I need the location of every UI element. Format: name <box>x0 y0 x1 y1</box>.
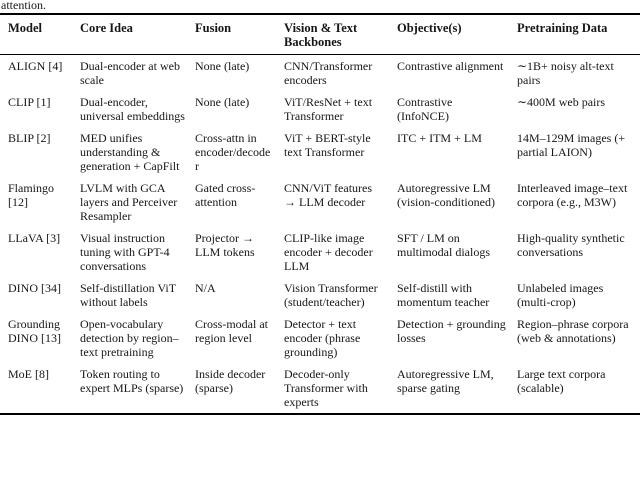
header-fusion: Fusion <box>195 14 284 55</box>
table-row-clip: CLIP [1] Dual-encoder, universal embeddi… <box>0 91 640 127</box>
cell-model: DINO [34] <box>8 281 61 295</box>
cell-core-idea: Dual-encoder at web scale <box>80 59 180 87</box>
cell-model: LLaVA [3] <box>8 231 61 245</box>
cell-backbones: Decoder-only Transformer with experts <box>284 367 368 409</box>
header-objectives: Objective(s) <box>397 14 517 55</box>
cell-core-idea: Self-distillation ViT without labels <box>80 281 176 309</box>
cell-objectives: Contrastive alignment <box>397 59 504 73</box>
cell-backbones: ViT/ResNet + text Transformer <box>284 95 373 123</box>
cell-objectives: Self-distill with momentum teacher <box>397 281 490 309</box>
cell-pretraining-data: Unlabeled images (multi-crop) <box>517 281 604 309</box>
cell-backbones: Detector + text encoder (phrase groundin… <box>284 317 361 359</box>
cell-fusion: None (late) <box>195 95 250 109</box>
header-pretraining-data: Pretraining Data <box>517 14 640 55</box>
cell-pretraining-data: 14M–129M images (+ partial LAION) <box>517 131 626 159</box>
cell-backbones: CNN/ViT features → LLM decoder <box>284 181 373 209</box>
model-comparison-table: Model Core Idea Fusion Vision & Text Bac… <box>0 13 640 415</box>
header-model: Model <box>0 14 80 55</box>
table-row-moe: MoE [8] Token routing to expert MLPs (sp… <box>0 363 640 414</box>
table-row-llava: LLaVA [3] Visual instruction tuning with… <box>0 227 640 277</box>
cell-objectives: Autoregressive LM (vision-conditioned) <box>397 181 495 209</box>
table-row-flamingo: Flamingo [12] LVLM with GCA layers and P… <box>0 177 640 227</box>
cell-fusion: Gated cross-attention <box>195 181 256 209</box>
cell-fusion: Projector → LLM tokens <box>195 231 255 259</box>
header-row: Model Core Idea Fusion Vision & Text Bac… <box>0 14 640 55</box>
cell-fusion: Inside decoder (sparse) <box>195 367 266 395</box>
cell-model: CLIP [1] <box>8 95 51 109</box>
header-backbones: Vision & Text Backbones <box>284 14 397 55</box>
cell-fusion: None (late) <box>195 59 250 73</box>
cell-model: MoE [8] <box>8 367 49 381</box>
cell-objectives: Autoregressive LM, sparse gating <box>397 367 494 395</box>
cell-pretraining-data: High-quality synthetic conversations <box>517 231 625 259</box>
table-row-align: ALIGN [4] Dual-encoder at web scale None… <box>0 55 640 92</box>
cell-pretraining-data: Region–phrase corpora (web & annotations… <box>517 317 629 345</box>
cell-core-idea: MED unifies understanding & generation +… <box>80 131 180 173</box>
caption-text: attention. <box>1 0 46 12</box>
cell-pretraining-data: Interleaved image–text corpora (e.g., M3… <box>517 181 628 209</box>
cell-backbones: ViT + BERT-style text Transformer <box>284 131 371 159</box>
cell-objectives: Detection + grounding losses <box>397 317 506 345</box>
cell-fusion: Cross-attn in encoder/decoder <box>195 131 271 173</box>
cell-pretraining-data: ∼1B+ noisy alt-text pairs <box>517 59 614 87</box>
cell-fusion: N/A <box>195 281 216 295</box>
cell-model: ALIGN [4] <box>8 59 63 73</box>
cell-objectives: ITC + ITM + LM <box>397 131 482 145</box>
table-row-blip: BLIP [2] MED unifies understanding & gen… <box>0 127 640 177</box>
cell-fusion: Cross-modal at region level <box>195 317 268 345</box>
cell-backbones: CNN/Transformer encoders <box>284 59 373 87</box>
cell-pretraining-data: ∼400M web pairs <box>517 95 606 109</box>
table-row-grounding-dino: Grounding DINO [13] Open-vocabulary dete… <box>0 313 640 363</box>
cell-core-idea: Open-vocabulary detection by region–text… <box>80 317 179 359</box>
table-row-dino: DINO [34] Self-distillation ViT without … <box>0 277 640 313</box>
cell-core-idea: Token routing to expert MLPs (sparse) <box>80 367 184 395</box>
cell-objectives: Contrastive (InfoNCE) <box>397 95 453 123</box>
cell-core-idea: Dual-encoder, universal embeddings <box>80 95 185 123</box>
cell-model: BLIP [2] <box>8 131 51 145</box>
cell-objectives: SFT / LM on multimodal dialogs <box>397 231 490 259</box>
cell-core-idea: LVLM with GCA layers and Perceiver Resam… <box>80 181 178 223</box>
cell-model: Grounding DINO [13] <box>8 317 61 345</box>
cell-backbones: CLIP-like image encoder + decoder LLM <box>284 231 373 273</box>
cell-pretraining-data: Large text corpora (scalable) <box>517 367 606 395</box>
cell-core-idea: Visual instruction tuning with GPT-4 con… <box>80 231 170 273</box>
cell-model: Flamingo [12] <box>8 181 55 209</box>
header-core-idea: Core Idea <box>80 14 195 55</box>
cell-backbones: Vision Transformer (student/teacher) <box>284 281 378 309</box>
